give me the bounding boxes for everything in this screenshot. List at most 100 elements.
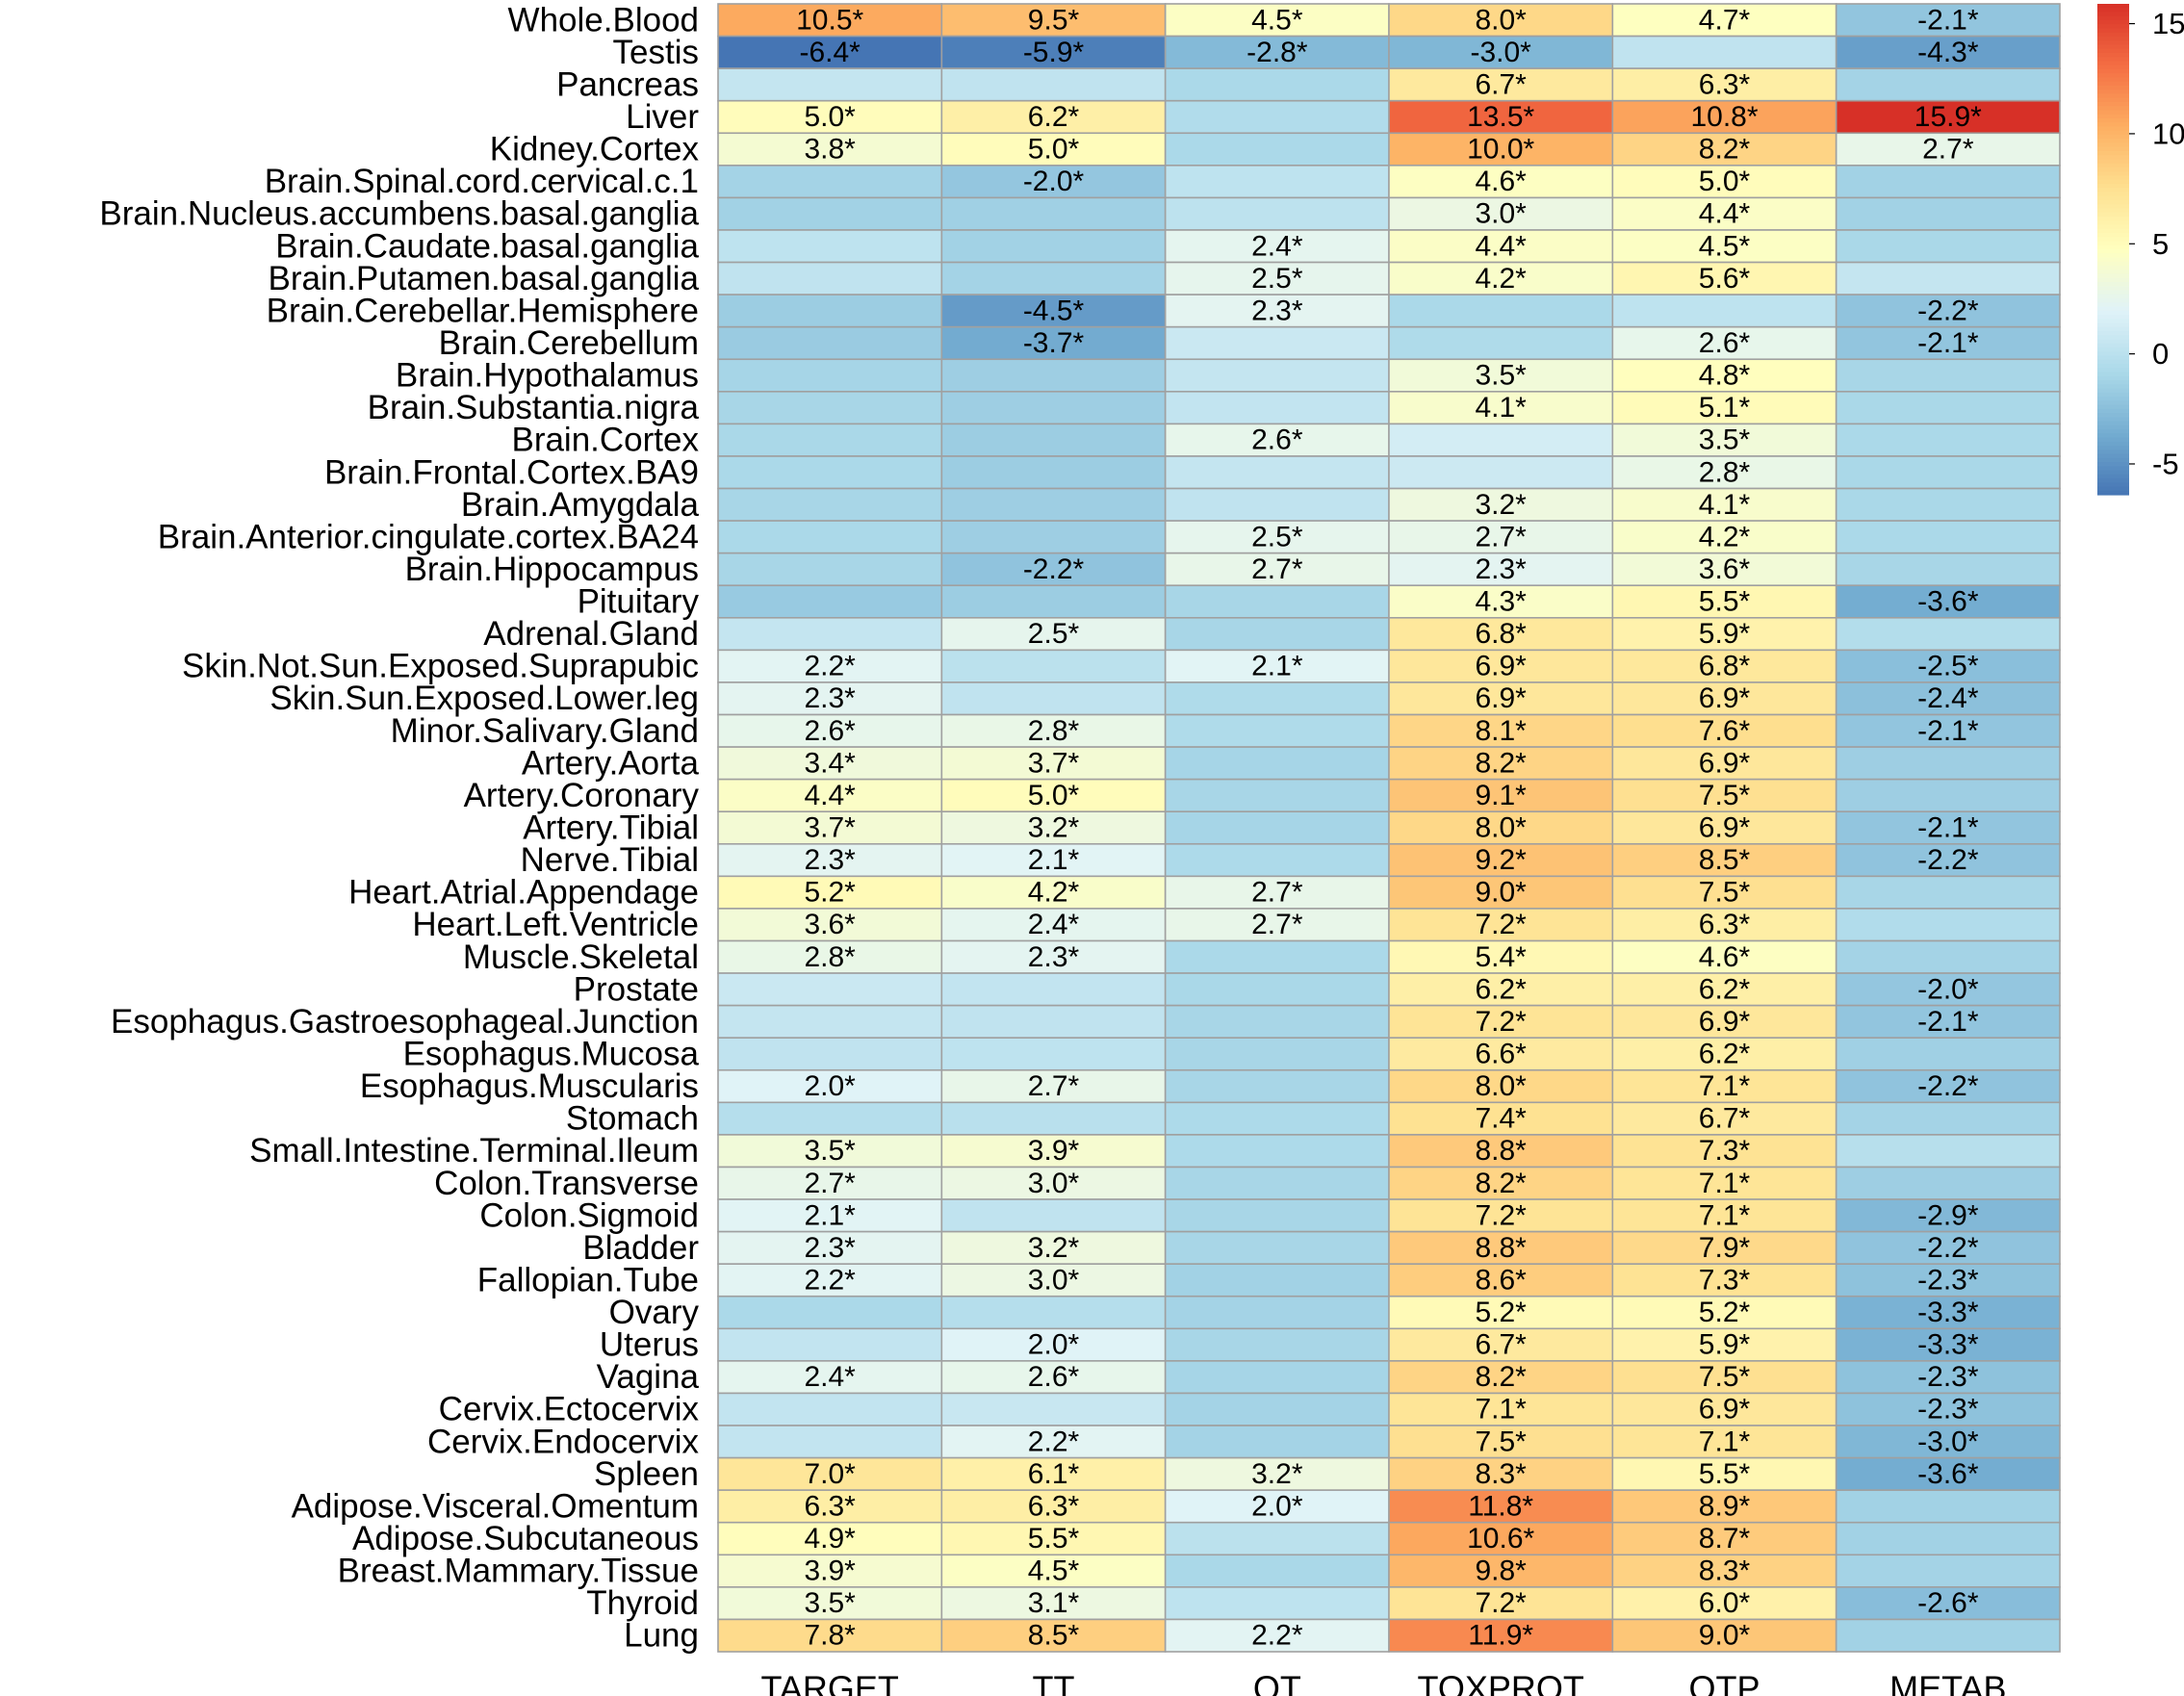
heatmap-cell [1164,1586,1390,1621]
row-label: Esophagus.Mucosa [403,1035,700,1072]
cell-value-label: 4.2* [1699,521,1751,552]
heatmap-cell [1388,35,1614,69]
heatmap-cell [1835,939,2061,974]
colorbar-segment [2097,286,2129,292]
heatmap-cell [940,1327,1167,1362]
colorbar-segment [2097,400,2129,406]
heatmap-cell [1164,1004,1390,1040]
cell-value-label: -2.2* [1917,1232,1979,1264]
colorbar-segment [2097,282,2129,287]
heatmap-cell [1835,358,2061,393]
colorbar-segment [2097,224,2129,230]
cell-value-label: 8.6* [1475,1264,1527,1296]
colorbar-segment [2097,146,2129,152]
colorbar-segment [2097,404,2129,410]
row-label: Lung [624,1617,699,1655]
colorbar-segment [2097,188,2129,193]
heatmap-cell [1835,1554,2061,1588]
cell-value-label: 4.7* [1699,4,1751,36]
cell-value-label: 6.9* [1475,651,1527,682]
heatmap-cell [717,681,943,716]
cell-value-label: 4.5* [1699,230,1751,262]
heatmap-cell [717,746,943,781]
heatmap-cell [717,1004,943,1040]
cell-value-label: 4.4* [804,780,856,811]
heatmap-cell [1164,423,1390,457]
colorbar-segment [2097,220,2129,226]
cell-value-label: 2.2* [1028,1426,1080,1457]
heatmap-cell [1164,1392,1390,1426]
row-label: Brain.Spinal.cord.cervical.c.1 [265,163,699,200]
cell-value-label: 7.2* [1475,1006,1527,1038]
colorbar-segment [2097,28,2129,34]
heatmap-cell [1388,1134,1614,1169]
cell-value-label: 8.2* [1475,1168,1527,1199]
cell-value-label: 2.3* [1028,941,1080,973]
cell-value-label: -2.5* [1917,651,1979,682]
heatmap-cell [1388,552,1614,587]
heatmap-cell [1164,908,1390,942]
cell-value-label: 2.5* [1251,263,1303,295]
cell-value-label: 7.1* [1699,1070,1751,1102]
heatmap-cell [717,165,943,199]
heatmap-cell [940,196,1167,231]
heatmap-cell [1388,67,1614,102]
cell-value-label: 4.3* [1475,586,1527,618]
cell-value-label: 2.3* [1475,553,1527,585]
colorbar-segment [2097,195,2129,201]
colorbar-segment [2097,306,2129,312]
colorbar-segment [2097,462,2129,467]
heatmap-cell [1611,229,1837,264]
heatmap-cell [940,132,1167,167]
colorbar-segment [2097,408,2129,414]
heatmap-cell [1611,1360,1837,1395]
column-label: OTP [1688,1669,1760,1696]
colorbar-segment [2097,368,2129,373]
cell-value-label: 3.5* [804,1135,856,1167]
colorbar-segment [2097,343,2129,348]
cell-value-label: -2.6* [1917,1587,1979,1619]
heatmap-cell-labels: 10.5* 9.5* 4.5* 8.0* 4.7* -2.1* -6.4* -5.9* -2.8… [796,4,1982,1651]
cell-value-label: 10.0* [1467,134,1534,166]
cell-value-label: 8.9* [1699,1490,1751,1522]
cell-value-label: 4.9* [804,1523,856,1555]
colorbar-segment [2097,433,2129,439]
cell-value-label: 5.2* [804,877,856,909]
heatmap-cell [1835,1586,2061,1621]
cell-value-label: 5.2* [1475,1297,1527,1328]
heatmap-cell [717,391,943,425]
heatmap-cell [1388,746,1614,781]
heatmap-cell [1835,552,2061,587]
heatmap-cell [1388,520,1614,554]
cell-value-label: 3.1* [1028,1587,1080,1619]
heatmap-cell [1164,455,1390,490]
heatmap-cell [1164,132,1390,167]
heatmap-cell [1611,778,1837,813]
colorbar-segment [2097,397,2129,401]
cell-value-label: -2.0* [1023,166,1085,197]
heatmap-cell [1611,939,1837,974]
row-label: Artery.Aorta [522,744,700,782]
cell-value-label: 8.1* [1475,715,1527,747]
heatmap-cell [1835,261,2061,296]
colorbar-segment [2097,302,2129,308]
heatmap-cell [1388,423,1614,457]
row-label: Whole.Blood [508,1,699,39]
heatmap-cell [1164,1068,1390,1104]
cell-value-label: 2.7* [1475,521,1527,552]
heatmap-cell [1835,391,2061,425]
cell-value-label: 7.3* [1699,1264,1751,1296]
cell-value-label: 2.3* [804,1232,856,1264]
heatmap-cell [1611,552,1837,587]
cell-value-label: 8.2* [1699,134,1751,166]
heatmap-cell [1611,294,1837,328]
cell-value-label: 8.8* [1475,1135,1527,1167]
heatmap-cell [1611,1586,1837,1621]
heatmap-cell [940,552,1167,587]
heatmap-cell [1388,455,1614,490]
heatmap-cell [1388,294,1614,328]
heatmap-cell [717,67,943,102]
heatmap-cell [940,1198,1167,1233]
cell-value-label: -2.1* [1917,1006,1979,1038]
cell-value-label: 2.8* [1699,456,1751,488]
